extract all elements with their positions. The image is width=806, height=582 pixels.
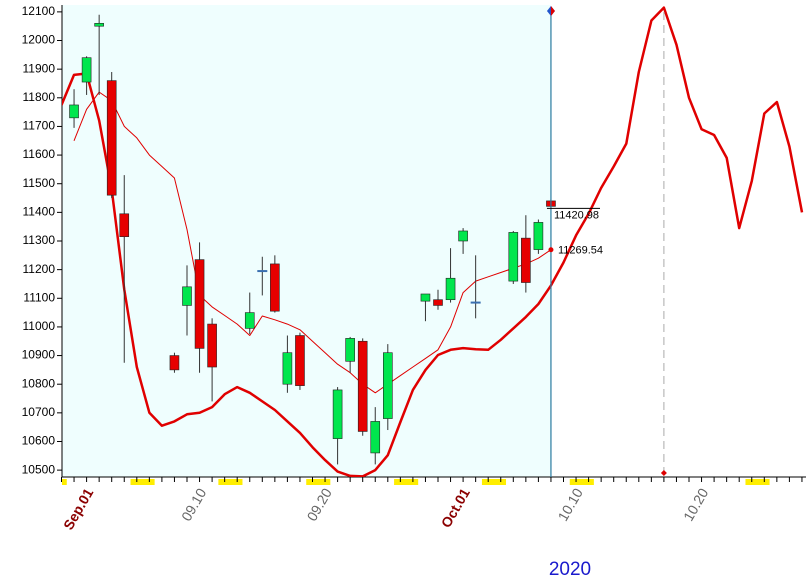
candle-body [194,259,205,349]
candle-body [420,293,431,302]
candle-body [508,232,519,282]
forecast-line [73,91,552,394]
y-tick-label: 10700 [22,405,56,419]
candle-body [445,277,456,301]
candle-body [182,286,192,306]
candle-body [119,213,130,238]
plot-area [62,6,804,477]
y-tick-label: 12100 [22,4,56,18]
candle-body [332,389,343,439]
weekend-marker [306,479,331,485]
y-tick-label: 10600 [22,434,56,448]
x-tick-label: 09.20 [303,485,334,524]
candle-body [270,263,280,312]
weekend-marker [481,479,507,485]
candle-body [81,57,92,83]
y-tick-label: 11900 [23,61,56,75]
candle-body [458,230,468,242]
candle-body [433,299,443,306]
weekend-marker [218,479,243,485]
x-tick-label: 10.20 [680,485,711,524]
y-tick-label: 11400 [23,205,56,219]
candle-body [106,80,117,196]
weekend-marker [62,479,67,485]
weekend-marker [745,479,770,485]
year-label: 2020 [549,559,591,580]
candle-body [295,335,305,386]
candle-body [370,421,381,454]
candle-body [521,237,531,283]
candle-body [244,312,255,329]
x-tick-label: 09.10 [178,485,209,524]
x-tick-label: Sep.01 [60,485,97,532]
candle-body [533,222,544,250]
candle-body [357,340,368,432]
candle-body [382,352,393,419]
close-value-label: 11420.98 [554,209,599,221]
candle-body [345,338,355,362]
y-tick-label: 10800 [22,376,56,390]
weekend-marker [130,479,155,485]
y-tick-label: 11100 [23,290,55,304]
y-tick-label: 11600 [23,147,56,161]
y-tick-label: 10900 [22,348,56,362]
today-marker-half [550,6,555,16]
y-tick-label: 11300 [23,233,56,247]
candle-body [207,323,217,368]
line-end-dot [548,247,554,253]
y-tick-label: 12000 [22,33,56,47]
y-tick-label: 10500 [22,462,56,476]
candle-body [94,23,104,27]
weekend-marker [394,479,419,485]
forecast-line [62,6,804,477]
x-tick-label: 10.10 [554,485,585,524]
candle-body [282,352,293,385]
candle-body [169,355,180,371]
weekend-marker [569,479,594,485]
candle-body [69,104,79,119]
history-background [62,5,551,477]
line-value-label: 11269.54 [558,245,603,257]
y-tick-label: 11000 [23,319,56,333]
y-tick-label: 11800 [23,90,56,104]
y-tick-label: 11200 [23,262,56,276]
peak-marker [660,470,667,476]
y-tick-label: 11700 [23,119,56,133]
y-tick-label: 11500 [23,176,56,190]
x-tick-label: Oct.01 [438,485,473,530]
